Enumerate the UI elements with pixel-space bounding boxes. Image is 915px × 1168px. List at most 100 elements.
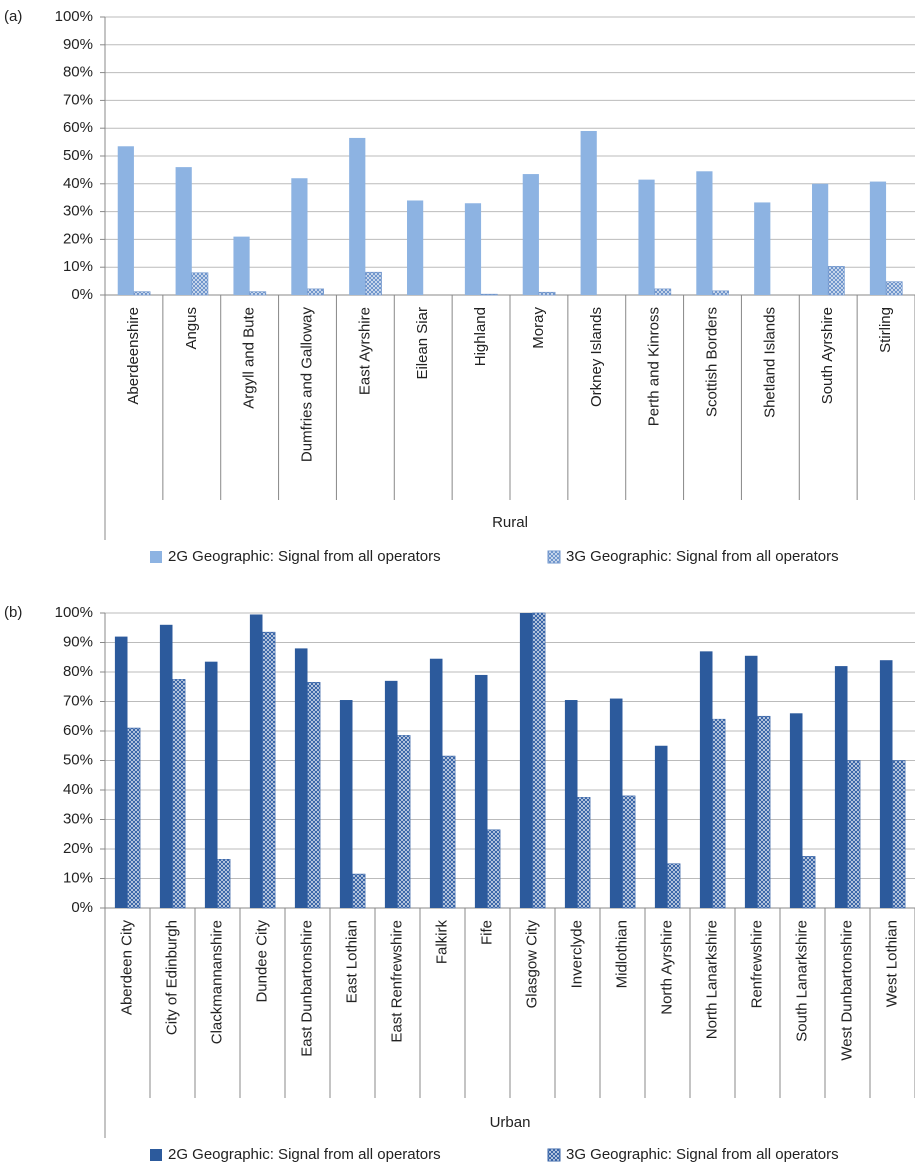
x-tick-label: Shetland Islands [761, 307, 778, 418]
bar [397, 735, 411, 909]
bar [291, 178, 308, 295]
bar [307, 288, 325, 296]
x-tick-label: West Lothian [883, 920, 900, 1007]
bar [519, 613, 533, 908]
legend-swatch [150, 551, 162, 563]
y-tick-label: 30% [63, 810, 93, 827]
bar [789, 713, 803, 908]
y-tick-label: 50% [63, 147, 93, 164]
bar [480, 293, 498, 296]
y-tick-label: 0% [71, 899, 93, 916]
x-tick-label: Stirling [877, 307, 894, 353]
bar [577, 797, 591, 909]
bar [474, 674, 488, 908]
y-tick-label: 40% [63, 175, 93, 192]
x-tick-label: West Dunbartonshire [838, 920, 855, 1061]
legend-label: 3G Geographic: Signal from all operators [566, 548, 839, 565]
y-tick-label: 60% [63, 722, 93, 739]
bar [159, 624, 173, 908]
y-tick-label: 100% [55, 604, 93, 621]
bar [699, 651, 713, 908]
x-tick-label: Eilean Siar [414, 307, 431, 380]
bar [117, 146, 134, 295]
bar [175, 167, 192, 295]
x-tick-label: Moray [530, 307, 547, 349]
legend-label: 2G Geographic: Signal from all operators [168, 1146, 441, 1163]
bar [133, 291, 151, 296]
panel-label: (b) [4, 604, 22, 621]
x-tick-label: Clackmannanshire [208, 920, 225, 1044]
bar [294, 648, 308, 908]
y-tick-label: 90% [63, 36, 93, 53]
bar [532, 612, 546, 909]
x-tick-label: Aberdeenshire [125, 307, 142, 405]
bar [249, 291, 267, 296]
bar [654, 745, 668, 908]
bar [114, 636, 128, 908]
bar [522, 174, 539, 295]
x-tick-label: East Dunbartonshire [298, 920, 315, 1057]
x-tick-label: Renfrewshire [748, 920, 765, 1008]
bar [744, 655, 758, 908]
bar [827, 266, 845, 296]
y-tick-label: 30% [63, 203, 93, 220]
y-tick-label: 10% [63, 869, 93, 886]
x-tick-label: Highland [472, 307, 489, 366]
y-tick-label: 70% [63, 91, 93, 108]
bar [233, 236, 250, 295]
x-tick-label: North Lanarkshire [703, 920, 720, 1039]
bar [622, 795, 636, 909]
y-tick-label: 10% [63, 258, 93, 275]
bar [204, 661, 218, 908]
y-tick-label: 20% [63, 230, 93, 247]
x-tick-label: Aberdeen City [118, 920, 135, 1016]
x-tick-label: Angus [183, 307, 200, 350]
y-tick-label: 40% [63, 781, 93, 798]
x-tick-label: North Ayrshire [658, 920, 675, 1015]
bar [757, 715, 771, 909]
bar [812, 183, 829, 295]
y-tick-label: 70% [63, 692, 93, 709]
bar [172, 679, 186, 909]
legend-swatch [547, 1148, 561, 1162]
legend-swatch [547, 550, 561, 564]
bar [638, 179, 655, 295]
bar [352, 873, 366, 909]
x-tick-label: Argyll and Bute [241, 307, 258, 409]
bar [879, 660, 893, 908]
x-tick-label: East Lothian [343, 920, 360, 1003]
bar [384, 680, 398, 908]
y-tick-label: 60% [63, 119, 93, 136]
bar [191, 272, 209, 296]
x-tick-label: Glasgow City [523, 920, 540, 1009]
x-tick-label: Midlothian [613, 920, 630, 988]
bar [667, 863, 681, 909]
y-tick-label: 0% [71, 286, 93, 303]
bar [654, 288, 672, 296]
bar [464, 203, 482, 295]
legend-label: 3G Geographic: Signal from all operators [566, 1146, 839, 1163]
bar [217, 859, 231, 909]
bar [487, 829, 501, 909]
bar [429, 658, 443, 908]
x-tick-label: Dundee City [253, 920, 270, 1003]
legend-swatch [150, 1149, 162, 1161]
x-tick-label: Fife [478, 920, 495, 945]
x-axis-title: Urban [490, 1114, 531, 1131]
bar [712, 290, 730, 296]
x-tick-label: Dumfries and Galloway [298, 307, 315, 463]
bar [538, 291, 556, 296]
bar [127, 727, 141, 909]
y-tick-label: 90% [63, 633, 93, 650]
bar [696, 171, 713, 295]
bar [262, 631, 276, 909]
bar [365, 271, 382, 296]
bar [339, 700, 353, 908]
panel-label: (a) [4, 8, 22, 25]
legend-label: 2G Geographic: Signal from all operators [168, 548, 441, 565]
bar [802, 856, 816, 909]
x-tick-label: East Ayrshire [356, 307, 373, 395]
bar [249, 614, 263, 908]
bar [885, 281, 903, 296]
